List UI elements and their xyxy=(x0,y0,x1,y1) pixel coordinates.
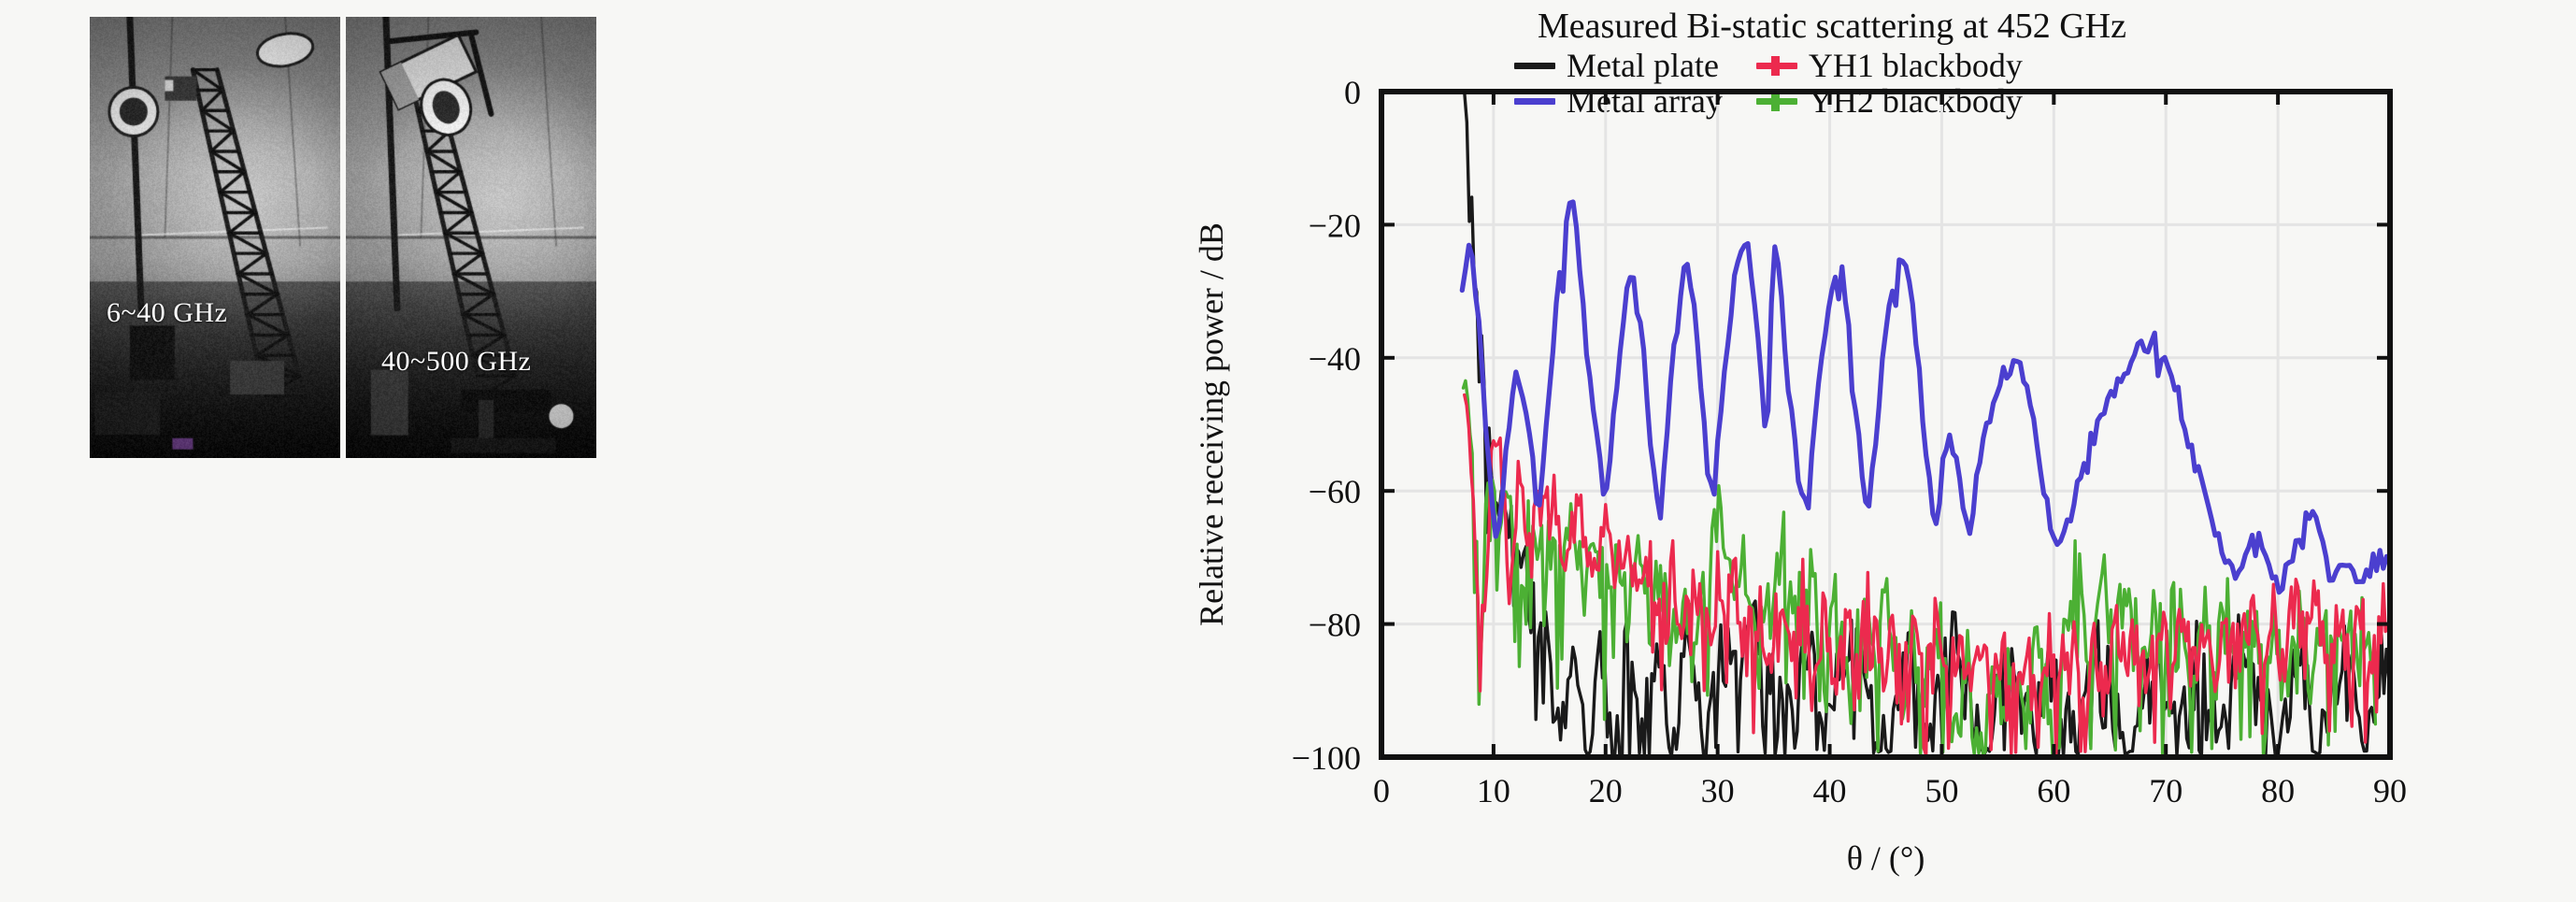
legend-item-metal-plate: Metal plate xyxy=(1514,49,1723,82)
photo-high-band: 40~500 GHz xyxy=(346,17,596,458)
x-tick-label: 40 xyxy=(1813,772,1847,809)
legend-label-yh1-blackbody: YH1 blackbody xyxy=(1808,47,2023,84)
y-tick-label: −100 xyxy=(1292,739,1361,777)
y-tick-label: −60 xyxy=(1309,473,1361,510)
grid-lines xyxy=(1381,92,2390,757)
legend-swatch-yh2-blackbody xyxy=(1755,91,1797,111)
photo-low-band-canvas xyxy=(90,17,340,458)
photo-low-band: 6~40 GHz xyxy=(90,17,340,458)
x-axis-title: θ / (°) xyxy=(1847,839,1925,877)
x-tick-label: 60 xyxy=(2037,772,2070,809)
x-tick-label: 0 xyxy=(1373,772,1390,809)
y-axis-title: Relative receiving power / dB xyxy=(1193,222,1230,626)
photo-high-band-canvas xyxy=(346,17,596,458)
x-tick-label: 50 xyxy=(1925,772,1958,809)
legend-swatch-yh1-blackbody xyxy=(1755,55,1797,76)
x-tick-label: 70 xyxy=(2149,772,2182,809)
plot-area: 0 10 20 30 40 50 60 70 80 90 0 −20 −40 −60 −80 −100 θ / … xyxy=(1193,74,2407,877)
series-metal-array xyxy=(1459,199,2390,595)
y-tick-label: 0 xyxy=(1344,74,1361,111)
axes xyxy=(1379,89,2393,760)
data-curves xyxy=(1459,92,2390,757)
series-yh2-blackbody xyxy=(1461,379,2378,757)
x-tick-label: 10 xyxy=(1477,772,1510,809)
x-tick-label: 80 xyxy=(2261,772,2295,809)
chart-title: Measured Bi-static scattering at 452 GHz xyxy=(1538,7,2126,46)
scattering-chart: Measured Bi-static scattering at 452 GHz… xyxy=(1168,0,2496,902)
y-tick-label: −80 xyxy=(1309,607,1361,644)
x-tick-label: 20 xyxy=(1589,772,1623,809)
legend-swatch-metal-array xyxy=(1514,97,1555,105)
x-tick-label: 90 xyxy=(2373,772,2407,809)
y-tick-label: −40 xyxy=(1309,340,1361,378)
legend-swatch-metal-plate xyxy=(1514,62,1555,69)
series-yh1-blackbody xyxy=(1463,393,2390,757)
x-tick-label: 30 xyxy=(1701,772,1735,809)
legend-label-metal-plate: Metal plate xyxy=(1567,47,1719,84)
y-tick-label: −20 xyxy=(1309,207,1361,244)
axis-text: 0 10 20 30 40 50 60 70 80 90 0 −20 −40 −60 −80 −100 θ / … xyxy=(1193,74,2407,877)
plot-frame xyxy=(1379,89,2393,760)
legend-item-yh1-blackbody: YH1 blackbody xyxy=(1755,47,2023,84)
